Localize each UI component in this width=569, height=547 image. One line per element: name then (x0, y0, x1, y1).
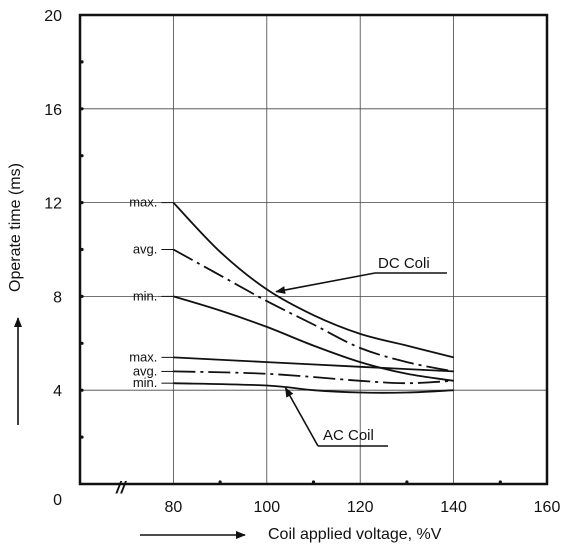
x-axis-title: Coil applied voltage, %V (140, 526, 442, 543)
plot-frame (78, 13, 549, 486)
y-tick-label: 20 (44, 8, 62, 25)
ac-coil-avg-curve (173, 370, 454, 385)
ac-coil-max-label: max. (129, 349, 157, 364)
dc-coil-callout-label: DC Coli (378, 255, 430, 272)
dc-coli-min-label: min. (133, 288, 158, 303)
ac-coil-callout-arrow (284, 386, 319, 447)
tick-labels: 80 100 120 140 160 0 4 8 12 16 20 (44, 8, 560, 516)
dc-coli-max-label: max. (129, 195, 157, 210)
x-tick-label: 140 (440, 499, 467, 516)
ac-coil-min-curve (173, 382, 454, 394)
x-tick-label: 160 (534, 499, 561, 516)
y-tick-label: 12 (44, 196, 62, 213)
x-tick-label: 80 (165, 499, 183, 516)
y-tick-label: 0 (53, 492, 62, 509)
dc-coli-max-curve (172, 201, 454, 359)
x-axis-label: Coil applied voltage, %V (268, 526, 442, 543)
ac-coil-max-curve (173, 356, 454, 373)
dc-coli-avg-curve (172, 248, 454, 373)
y-axis-label: Operate time (ms) (7, 163, 24, 292)
curves (172, 201, 454, 394)
dc-coli-avg-label: avg. (133, 242, 158, 257)
y-tick-label: 4 (53, 383, 62, 400)
axis-break-symbol: // (115, 478, 128, 497)
ac-coil-avg-label: avg. (133, 363, 158, 378)
ac-coil-callout-label: AC Coil (323, 427, 374, 444)
ac-coil-min-label: min. (133, 375, 158, 390)
dc-coli-min-curve (173, 295, 454, 382)
y-axis-title: Operate time (ms) (7, 163, 24, 425)
y-tick-label: 8 (53, 289, 62, 306)
curve-labels: max.avg.min.max.avg.min. (129, 195, 174, 390)
dc-coil-callout-arrow (275, 272, 376, 294)
y-tick-label: 16 (44, 102, 62, 119)
callouts: DC Coli AC Coil (275, 255, 447, 447)
x-tick-label: 120 (347, 499, 374, 516)
x-tick-label: 100 (253, 499, 280, 516)
